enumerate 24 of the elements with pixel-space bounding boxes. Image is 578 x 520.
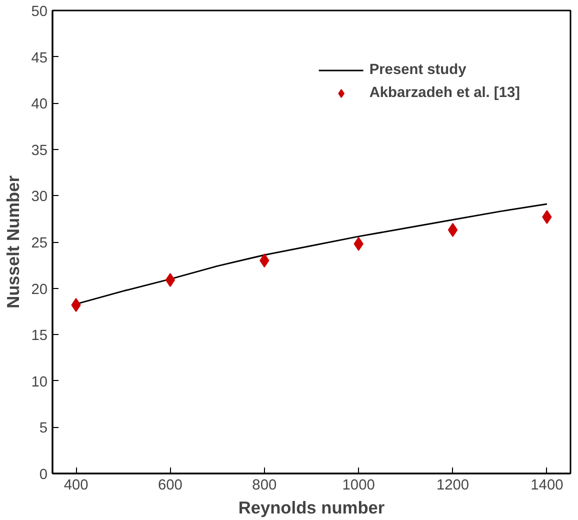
y-tick-label: 0: [39, 467, 48, 483]
x-tick-label: 400: [64, 478, 88, 494]
y-tick-label: 20: [31, 282, 48, 298]
y-tick-label: 45: [31, 50, 48, 66]
y-tick-label: 25: [31, 236, 48, 252]
y-tick-label: 40: [31, 96, 48, 113]
x-tick-label: 1200: [436, 478, 470, 494]
y-tick-label: 35: [31, 142, 48, 159]
point: [448, 222, 458, 237]
x-tick-label: 800: [252, 478, 277, 494]
x-tick-label: 600: [158, 478, 182, 494]
x-tick-label: 1000: [342, 478, 375, 494]
point: [165, 272, 176, 287]
y-tick-label: 5: [39, 420, 48, 437]
y-tick-label: 50: [31, 4, 48, 20]
legend-label: Present study: [369, 62, 466, 78]
legend-label: Akbarzadeh et al. [13]: [369, 85, 520, 101]
y-tick-label: 10: [31, 374, 48, 390]
y-tick-label: 15: [31, 328, 48, 344]
y-tick-label: 30: [31, 189, 48, 206]
point: [542, 210, 552, 224]
x-axis-title: Reynolds number: [238, 498, 385, 518]
x-tick-label: 1400: [530, 478, 564, 494]
y-axis-title: Nusselt Number: [3, 175, 24, 308]
